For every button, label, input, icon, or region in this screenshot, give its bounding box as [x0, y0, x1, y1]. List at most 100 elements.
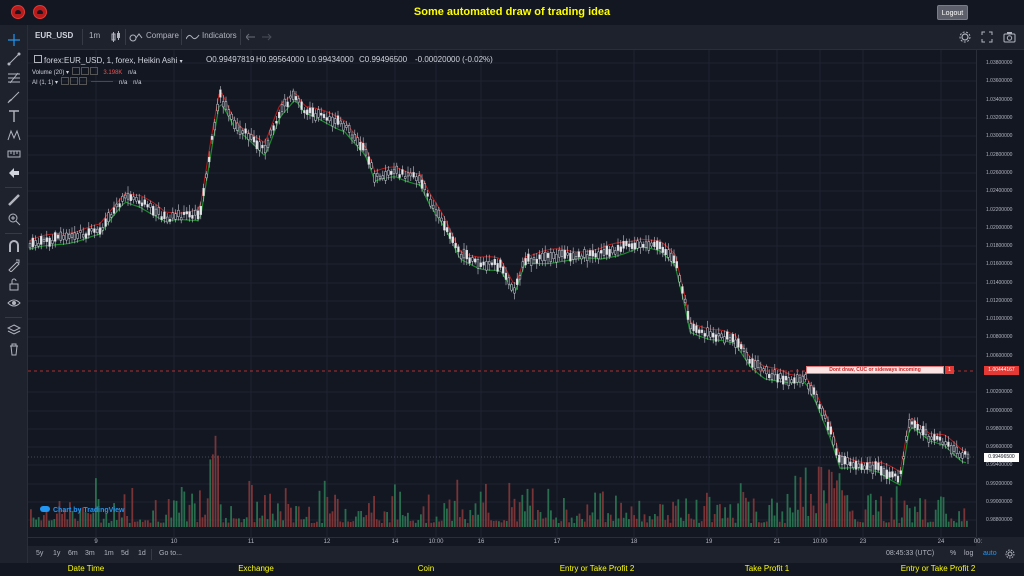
chevron-down-icon[interactable]: ▾ [179, 59, 183, 65]
candle-body [885, 469, 888, 479]
zoom-in-icon[interactable] [7, 212, 21, 226]
range-5d[interactable]: 5d [121, 550, 129, 557]
range-1d[interactable]: 1d [138, 550, 146, 557]
volume-bar [209, 459, 212, 527]
volume-bar [518, 502, 521, 527]
crosshair-icon[interactable] [7, 33, 21, 47]
candle-style-icon[interactable] [110, 31, 122, 43]
chevron-down-icon[interactable]: ▾ [66, 70, 70, 76]
fullscreen-icon[interactable] [981, 31, 993, 43]
magnet-icon[interactable] [7, 239, 21, 253]
measure-tool-icon[interactable] [7, 147, 21, 161]
arrow-left-icon[interactable] [7, 166, 21, 180]
watermark-text[interactable]: Chart by TradingView [53, 507, 125, 514]
candle-body [404, 176, 407, 179]
interval-button[interactable]: 1m [89, 31, 101, 40]
compare-icon[interactable] [129, 32, 143, 42]
fib-tool-icon[interactable] [7, 71, 21, 85]
range-3m[interactable]: 3m [85, 550, 95, 557]
goto-button[interactable]: Go to... [159, 550, 182, 557]
utc-clock[interactable]: 08:45:33 (UTC) [886, 550, 935, 557]
visibility-icon[interactable] [71, 67, 80, 75]
price-chart[interactable] [28, 50, 976, 537]
candle-body [415, 176, 418, 181]
symbol-search[interactable]: EUR_USD [35, 31, 74, 40]
volume-bar [940, 496, 942, 527]
ruler-icon[interactable] [7, 193, 21, 207]
undo-icon[interactable] [246, 33, 256, 41]
candle-body [132, 196, 135, 200]
volume-bar [856, 521, 859, 527]
candle-body [854, 460, 858, 470]
close-icon[interactable] [78, 77, 87, 85]
chevron-down-icon[interactable]: ▾ [55, 80, 59, 86]
eye-icon[interactable] [7, 296, 21, 310]
settings-icon[interactable] [69, 77, 78, 85]
ai-indicator-name[interactable]: AI (1, 1) [32, 80, 54, 86]
volume-bar [729, 504, 732, 527]
trash-icon[interactable] [7, 342, 21, 356]
volume-bar [950, 518, 953, 527]
indicators-icon[interactable] [186, 33, 200, 41]
volume-bar [544, 517, 547, 527]
redo-icon[interactable] [262, 33, 272, 41]
logout-button[interactable]: Logout [937, 5, 968, 20]
drawing-flag[interactable]: 1 [945, 366, 954, 374]
visibility-icon[interactable] [60, 77, 69, 85]
close-icon[interactable] [89, 67, 98, 75]
volume-bar [459, 517, 461, 527]
candle-body [782, 375, 785, 385]
candle-body [605, 245, 608, 255]
percent-toggle[interactable]: % [950, 550, 957, 557]
candle-body [910, 421, 914, 425]
trend-line-icon[interactable] [7, 52, 21, 66]
scale-settings-gear-icon[interactable] [1005, 549, 1015, 559]
candle-body [65, 232, 68, 241]
price-tick-label: 1.03200000 [986, 115, 1013, 121]
price-axis[interactable]: 0.98800000 0.99000000 0.99200000 0.99400000… [976, 50, 1024, 537]
time-axis[interactable]: 9 10 11 12 14 10:00 16 17 18 19 21 10:00 23 24 00: [28, 537, 982, 547]
collapse-legend-icon[interactable] [34, 55, 42, 63]
layers-icon[interactable] [7, 323, 21, 337]
volume-legend: Volume (20) ▾ 3.198K n/a [32, 67, 136, 76]
compare-button[interactable]: Compare [146, 31, 179, 40]
brush-icon[interactable] [7, 90, 21, 104]
range-1y[interactable]: 1y [53, 550, 61, 557]
range-6m[interactable]: 6m [68, 550, 78, 557]
pattern-tool-icon[interactable] [7, 128, 21, 142]
candle-body [737, 338, 740, 348]
time-tick-label: 10 [170, 539, 178, 545]
candle-body [353, 133, 356, 141]
lock-icon[interactable] [7, 277, 21, 291]
range-1m[interactable]: 1m [104, 550, 114, 557]
tradingview-watermark[interactable]: Chart by TradingView [40, 506, 124, 514]
volume-bar [646, 522, 648, 527]
candle-body [681, 286, 684, 294]
line-price-label: 1.00444167 [984, 366, 1019, 375]
settings-gear-icon[interactable] [959, 31, 971, 43]
log-toggle[interactable]: log [964, 550, 974, 557]
volume-bar [503, 520, 505, 527]
chart-canvas[interactable] [28, 50, 976, 537]
candle-body [199, 205, 202, 215]
settings-icon[interactable] [80, 67, 89, 75]
stay-drawing-icon[interactable] [7, 258, 21, 272]
candle-body [233, 120, 236, 129]
drawing-note[interactable]: Dont draw, CUC or sideways incoming [806, 366, 944, 374]
auto-toggle[interactable]: auto [983, 550, 997, 557]
volume-bar [477, 514, 479, 527]
indicators-button[interactable]: Indicators [202, 31, 237, 40]
series-title[interactable]: forex:EUR_USD, 1, forex, Heikin Ashi [44, 56, 178, 65]
range-5y[interactable]: 5y [36, 550, 44, 557]
candle-body [762, 368, 765, 372]
candle-body [650, 242, 653, 247]
volume-bar [898, 522, 901, 527]
camera-icon[interactable] [1003, 31, 1016, 43]
volume-indicator-name[interactable]: Volume (20) [32, 70, 65, 76]
volume-bar [794, 475, 797, 527]
volume-bar [113, 503, 115, 527]
volume-bar [698, 522, 700, 527]
text-tool-icon[interactable] [7, 109, 21, 123]
candle-body [40, 236, 43, 245]
volume-bar [776, 502, 778, 527]
